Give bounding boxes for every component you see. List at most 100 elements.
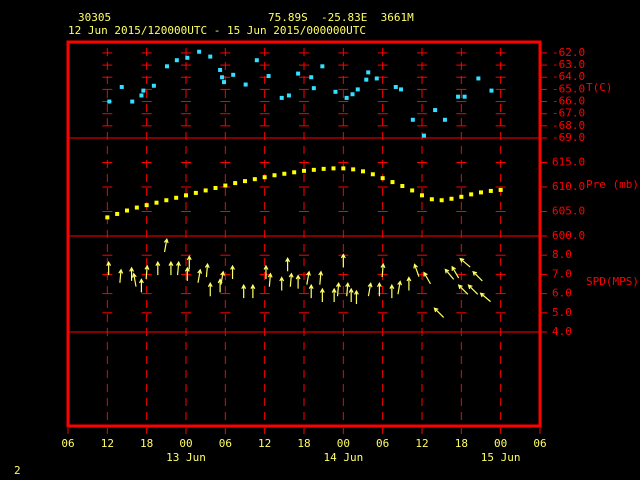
y-tick-label: 6.0 bbox=[552, 287, 572, 300]
data-point bbox=[439, 198, 444, 203]
wind-arrow bbox=[175, 260, 181, 276]
y-tick-label: 605.0 bbox=[552, 205, 585, 218]
y-tick-label: -67.0 bbox=[552, 107, 585, 120]
wind-arrow bbox=[118, 268, 124, 283]
wind-arrow bbox=[354, 289, 359, 304]
x-tick-label: 18 bbox=[455, 437, 468, 450]
frame bbox=[66, 40, 542, 428]
wind-arrow bbox=[340, 253, 346, 268]
wind-arrow bbox=[472, 270, 483, 282]
data-point bbox=[282, 171, 287, 176]
data-point bbox=[320, 64, 325, 69]
wind-arrow bbox=[230, 264, 235, 279]
wind-arrow bbox=[168, 260, 174, 276]
data-point bbox=[344, 95, 349, 100]
data-point bbox=[433, 108, 438, 113]
data-point bbox=[252, 177, 257, 182]
wind-arrow bbox=[348, 287, 354, 303]
wind-arrow bbox=[389, 283, 395, 299]
data-point bbox=[410, 117, 415, 122]
page-number: 2 bbox=[14, 464, 21, 477]
data-point bbox=[498, 187, 503, 192]
y-tick-label: 4.0 bbox=[552, 325, 572, 338]
data-point bbox=[420, 193, 424, 198]
data-point bbox=[233, 181, 238, 186]
wind-arrow bbox=[367, 282, 373, 297]
data-point bbox=[462, 94, 467, 99]
wind-arrow bbox=[406, 276, 412, 291]
wind-arrow bbox=[250, 283, 256, 299]
y-tick-label: -68.0 bbox=[552, 119, 585, 132]
data-point bbox=[193, 190, 198, 195]
data-point bbox=[130, 99, 135, 104]
data-point bbox=[185, 55, 190, 60]
data-point bbox=[456, 94, 461, 99]
wind-arrow bbox=[106, 260, 112, 276]
wind-arrow bbox=[263, 264, 269, 279]
wind-arrow bbox=[207, 282, 213, 297]
data-point bbox=[351, 167, 356, 172]
x-tick-label: 06 bbox=[533, 437, 546, 450]
wind-arrow bbox=[155, 260, 161, 276]
data-point bbox=[184, 193, 188, 198]
data-point bbox=[174, 195, 179, 200]
wind-arrow bbox=[288, 272, 294, 287]
data-point bbox=[459, 194, 464, 199]
data-point bbox=[174, 58, 179, 63]
wind-arrow bbox=[186, 255, 192, 270]
wind-arrow bbox=[479, 292, 491, 303]
data-point bbox=[105, 215, 110, 220]
wind-arrow bbox=[285, 257, 291, 272]
chart-title: 12 Jun 2015/120000UTC - 15 Jun 2015/0000… bbox=[68, 24, 366, 37]
x-tick-label: 12 bbox=[101, 437, 114, 450]
wind-arrow bbox=[131, 272, 137, 287]
x-tick-label: 06 bbox=[219, 437, 232, 450]
data-point bbox=[197, 49, 202, 54]
data-point bbox=[355, 87, 360, 92]
data-point bbox=[479, 190, 483, 195]
x-tick-label: 00 bbox=[494, 437, 507, 450]
wind-arrow bbox=[306, 270, 311, 285]
wind-arrow bbox=[451, 265, 460, 279]
panel-label: Pre (mb) bbox=[586, 178, 639, 191]
data-point bbox=[366, 70, 371, 75]
y-tick-label: 7.0 bbox=[552, 267, 572, 280]
wind-arrow bbox=[308, 283, 314, 299]
day-label: 15 Jun bbox=[481, 451, 521, 464]
data-point bbox=[393, 84, 398, 89]
data-point bbox=[220, 75, 225, 80]
y-tick-label: 610.0 bbox=[552, 180, 585, 193]
wind-arrow bbox=[144, 264, 150, 280]
data-point bbox=[410, 188, 415, 193]
wind-arrow bbox=[184, 266, 190, 281]
wind-arrow bbox=[413, 263, 420, 277]
data-point bbox=[231, 72, 236, 77]
wind-arrow bbox=[457, 284, 469, 295]
x-tick-label: 00 bbox=[179, 437, 192, 450]
wind-arrow bbox=[129, 266, 135, 281]
data-point bbox=[374, 76, 379, 81]
panel-label: T(C) bbox=[586, 81, 613, 94]
y-tick-label: 8.0 bbox=[552, 248, 572, 261]
data-point bbox=[364, 77, 369, 82]
x-tick-label: 18 bbox=[140, 437, 153, 450]
data-point bbox=[380, 176, 385, 181]
y-tick-label: -66.0 bbox=[552, 95, 585, 108]
x-tick-label: 06 bbox=[61, 437, 74, 450]
data-point bbox=[341, 166, 346, 171]
data-point bbox=[243, 82, 248, 87]
y-tick-label: -65.0 bbox=[552, 82, 585, 95]
y-tick-label: 615.0 bbox=[552, 156, 585, 169]
wind-arrow bbox=[444, 268, 455, 280]
wind-arrow bbox=[138, 278, 144, 293]
wind-arrow bbox=[319, 287, 325, 303]
location: 75.89S -25.83E 3661M bbox=[268, 11, 414, 24]
data-point bbox=[321, 166, 326, 171]
data-point bbox=[272, 173, 277, 178]
data-point bbox=[139, 93, 144, 98]
data-point bbox=[421, 133, 426, 138]
data-point bbox=[144, 203, 149, 208]
data-point bbox=[208, 54, 213, 59]
data-point bbox=[488, 188, 493, 193]
